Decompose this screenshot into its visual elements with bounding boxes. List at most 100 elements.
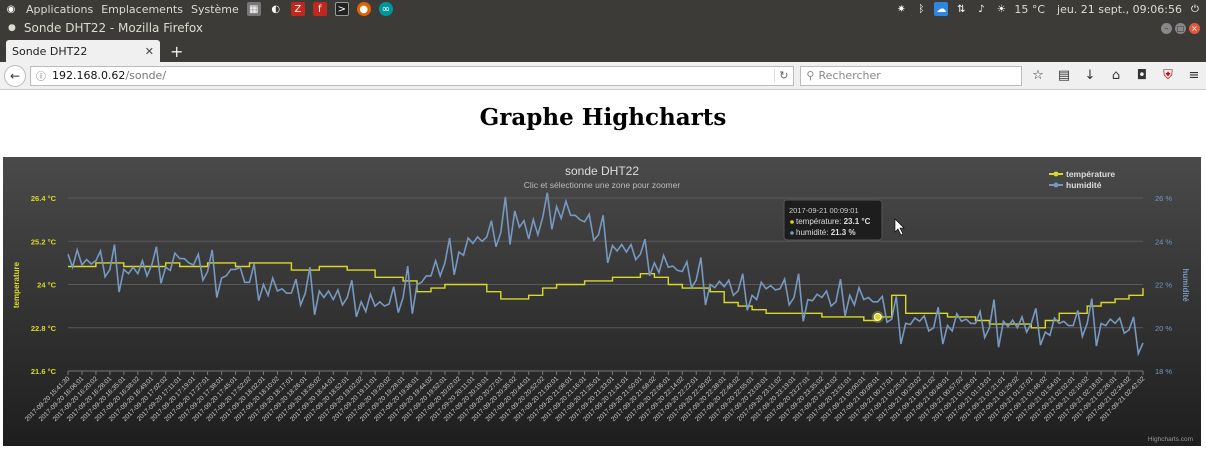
filezilla-icon[interactable]: Z [290, 2, 305, 16]
data-point[interactable] [709, 284, 711, 286]
transfer-icon[interactable]: ⇅ [957, 3, 966, 15]
data-point[interactable] [1100, 302, 1102, 304]
data-point[interactable] [1044, 320, 1046, 322]
data-point[interactable] [305, 292, 307, 294]
data-point[interactable] [235, 266, 237, 268]
data-point[interactable] [1142, 287, 1144, 289]
legend-temperature-label[interactable]: température [1066, 169, 1115, 179]
data-point[interactable] [1072, 313, 1074, 315]
data-point[interactable] [1072, 325, 1074, 327]
data-point[interactable] [891, 295, 893, 297]
data-point[interactable] [123, 266, 125, 268]
search-input[interactable]: ⚲ Rechercher [800, 65, 1022, 86]
data-point[interactable] [528, 295, 530, 297]
data-point[interactable] [751, 309, 753, 311]
data-point[interactable] [402, 280, 404, 282]
data-point[interactable] [807, 299, 809, 301]
data-point[interactable] [640, 253, 642, 255]
data-point[interactable] [905, 323, 907, 325]
downloads-icon[interactable]: ↓ [1084, 68, 1096, 83]
data-point[interactable] [458, 284, 460, 286]
data-point[interactable] [654, 262, 656, 264]
data-point[interactable] [374, 305, 376, 307]
data-point[interactable] [249, 282, 251, 284]
data-point[interactable] [193, 264, 195, 266]
minimize-button[interactable]: – [1161, 22, 1172, 34]
data-point[interactable] [556, 284, 558, 286]
data-point[interactable] [863, 320, 865, 322]
data-point[interactable] [849, 295, 851, 297]
legend-humidity-marker[interactable] [1053, 182, 1059, 188]
data-point[interactable] [821, 316, 823, 318]
data-point[interactable] [626, 276, 628, 278]
data-point[interactable] [1100, 323, 1102, 325]
data-point[interactable] [486, 291, 488, 293]
data-point[interactable] [277, 290, 279, 292]
data-point[interactable] [346, 297, 348, 299]
data-point[interactable] [612, 276, 614, 278]
close-window-button[interactable]: × [1189, 22, 1200, 34]
data-point[interactable] [877, 301, 879, 303]
data-point[interactable] [947, 316, 949, 318]
menu-applications[interactable]: Applications [26, 2, 94, 16]
data-point[interactable] [947, 325, 949, 327]
data-point[interactable] [263, 284, 265, 286]
network-status-icon[interactable]: ✷ [897, 3, 906, 15]
data-point[interactable] [891, 318, 893, 320]
data-point[interactable] [318, 266, 320, 268]
data-point[interactable] [570, 284, 572, 286]
data-point[interactable] [709, 291, 711, 293]
data-point[interactable] [695, 287, 697, 289]
chart-legend[interactable]: température humidité [1049, 169, 1115, 190]
data-point[interactable] [1017, 327, 1019, 329]
data-point[interactable] [151, 264, 153, 266]
data-point[interactable] [556, 206, 558, 208]
data-point[interactable] [626, 251, 628, 253]
close-tab-icon[interactable]: ✕ [144, 44, 154, 58]
data-point[interactable] [598, 234, 600, 236]
data-point[interactable] [388, 303, 390, 305]
data-point[interactable] [640, 273, 642, 275]
data-point[interactable] [1058, 313, 1060, 315]
data-point[interactable] [584, 280, 586, 282]
data-point[interactable] [207, 271, 209, 273]
data-point[interactable] [779, 313, 781, 315]
data-point[interactable] [681, 287, 683, 289]
bluetooth-icon[interactable]: ᛒ [918, 3, 925, 15]
data-point[interactable] [668, 284, 670, 286]
fritzing-icon[interactable]: f [312, 2, 327, 16]
data-point[interactable] [584, 221, 586, 223]
weather-temperature[interactable]: 15 °C [1014, 2, 1046, 16]
data-point[interactable] [654, 276, 656, 278]
data-point[interactable] [360, 269, 362, 271]
tab-sonde-dht22[interactable]: Sonde DHT22 ✕ [6, 40, 160, 62]
data-point[interactable] [919, 320, 921, 322]
data-point[interactable] [179, 266, 181, 268]
data-point[interactable] [751, 295, 753, 297]
cloud-sync-icon[interactable]: ☁ [934, 2, 949, 16]
data-point[interactable] [95, 262, 97, 264]
new-tab-button[interactable]: + [170, 41, 184, 61]
pocket-icon[interactable]: ◘ [1136, 68, 1148, 83]
data-point[interactable] [1128, 329, 1130, 331]
data-point[interactable] [612, 245, 614, 247]
window-menu-icon[interactable]: ● [8, 23, 16, 33]
data-point[interactable] [193, 266, 195, 268]
arduino-icon[interactable]: ∞ [378, 2, 393, 16]
data-point[interactable] [765, 313, 767, 315]
bookmark-star-icon[interactable]: ☆ [1032, 68, 1044, 83]
data-point[interactable] [765, 288, 767, 290]
data-point[interactable] [235, 269, 237, 271]
data-point[interactable] [109, 269, 111, 271]
power-icon[interactable]: ⏻ [1191, 3, 1199, 15]
data-point[interactable] [81, 264, 83, 266]
volume-icon[interactable]: ♪ [978, 3, 985, 15]
clock[interactable]: jeu. 21 sept., 09:06:56 [1057, 2, 1182, 16]
data-point[interactable] [989, 327, 991, 329]
data-point[interactable] [1058, 323, 1060, 325]
highcharts-container[interactable]: sonde DHT22 Clic et sélectionne une zone… [3, 157, 1201, 446]
data-point[interactable] [500, 232, 502, 234]
data-point[interactable] [402, 297, 404, 299]
data-point[interactable] [374, 276, 376, 278]
blender-icon[interactable]: ◐ [271, 3, 281, 15]
